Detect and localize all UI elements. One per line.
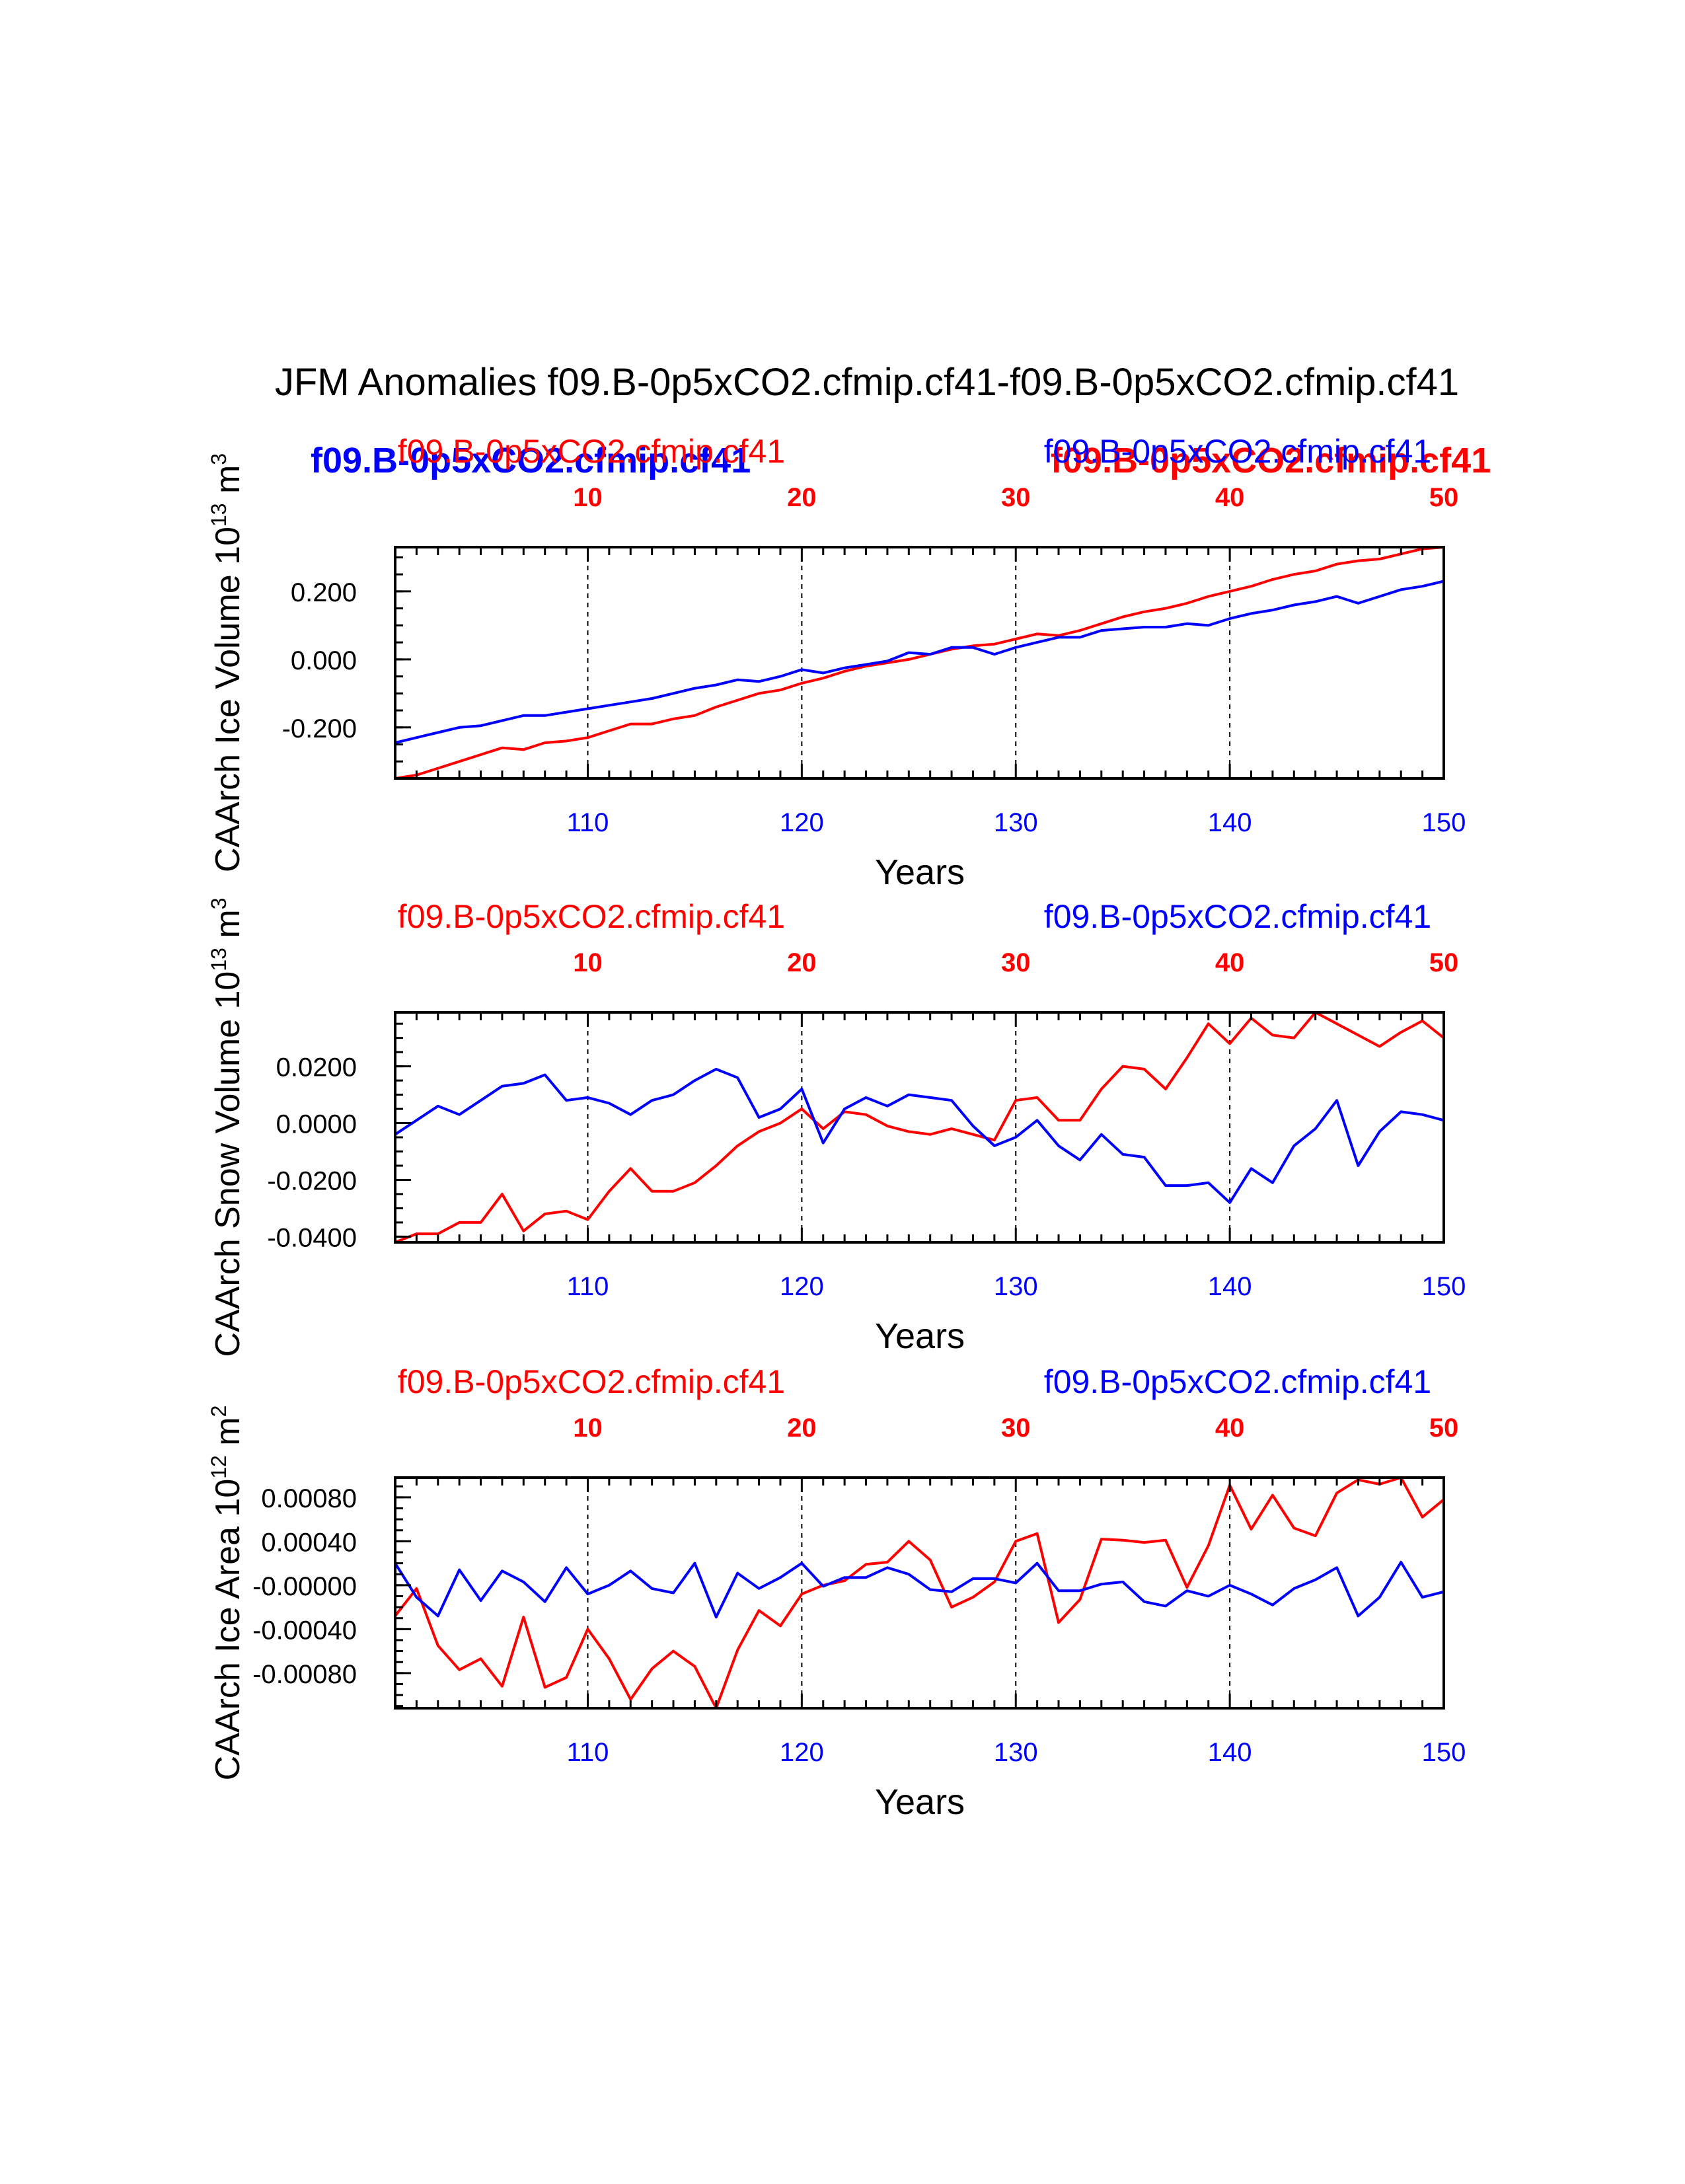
y-axis-title-part: 13	[207, 503, 231, 527]
plot-frame	[394, 1476, 1445, 1710]
top-tick-label: 40	[1215, 948, 1245, 977]
y-axis-title-part: 3	[207, 453, 231, 465]
bottom-tick-label: 150	[1422, 1738, 1466, 1767]
y-axis-title: CAArch Ice Area 1012 m2	[207, 1406, 247, 1781]
y-tick-label: -0.200	[282, 714, 357, 743]
y-axis-title-part: CAArch Snow Volume 10	[209, 971, 247, 1357]
y-tick-label: -0.00040	[252, 1616, 357, 1645]
y-tick-label: 0.00040	[261, 1528, 357, 1557]
y-axis-title-part: 12	[207, 1455, 231, 1479]
top-tick-label: 20	[787, 1413, 817, 1443]
top-left-run-label: f09.B-0p5xCO2.cfmip.cf41	[398, 433, 785, 470]
top-tick-label: 30	[1001, 1413, 1031, 1443]
x-axis-title: Years	[875, 1782, 965, 1822]
y-axis-title-part: 3	[207, 897, 231, 909]
top-tick-label: 10	[573, 1413, 603, 1443]
top-left-run-label: f09.B-0p5xCO2.cfmip.cf41	[398, 1363, 785, 1400]
top-tick-label: 50	[1429, 948, 1459, 977]
y-tick-label: 0.000	[291, 646, 357, 675]
y-axis-title-part: 13	[207, 948, 231, 971]
bottom-tick-label: 140	[1208, 1738, 1252, 1767]
y-axis-title: CAArch Ice Volume 1013 m3	[207, 453, 247, 872]
bottom-tick-label: 130	[994, 1272, 1038, 1301]
top-tick-label: 20	[787, 948, 817, 977]
series-line-blue	[394, 1561, 1444, 1619]
top-right-run-label: f09.B-0p5xCO2.cfmip.cf41	[1044, 433, 1431, 470]
bottom-tick-label: 110	[567, 1738, 609, 1767]
bottom-tick-label: 150	[1422, 808, 1466, 837]
bottom-tick-label: 130	[994, 808, 1038, 837]
bottom-tick-label: 140	[1208, 808, 1252, 837]
bottom-tick-label: 150	[1422, 1272, 1466, 1301]
top-tick-label: 30	[1001, 483, 1031, 512]
series-line-blue	[394, 580, 1444, 744]
top-left-run-label: f09.B-0p5xCO2.cfmip.cf41	[398, 898, 785, 935]
top-tick-label: 40	[1215, 1413, 1245, 1443]
top-tick-label: 10	[573, 948, 603, 977]
top-tick-label: 40	[1215, 483, 1245, 512]
series-line-blue	[394, 1067, 1444, 1204]
y-tick-label: 0.00080	[261, 1484, 357, 1513]
bottom-tick-label: 120	[780, 1738, 824, 1767]
y-tick-label: -0.0400	[267, 1223, 357, 1252]
top-tick-label: 10	[573, 483, 603, 512]
series-line-red	[394, 1476, 1445, 1710]
top-tick-label: 50	[1429, 1413, 1459, 1443]
bottom-tick-label: 110	[567, 1272, 609, 1301]
y-tick-label: -0.00000	[252, 1572, 357, 1601]
y-tick-label: 0.0200	[276, 1053, 357, 1082]
y-tick-label: 0.200	[291, 578, 357, 607]
panel-3: 110 120 130 140 150 10 20 30 40 50 -0.00080 -0.0004…	[207, 1363, 1466, 1822]
y-axis-title-part: m	[209, 1417, 247, 1455]
series-line-red	[394, 546, 1444, 780]
top-tick-label: 30	[1001, 948, 1031, 977]
plot-frame	[394, 1011, 1445, 1244]
plot-frame	[394, 546, 1445, 780]
bottom-tick-label: 120	[780, 1272, 824, 1301]
panel-1: 110 120 130 140 150 10 20 30 40 50 -0.200 0.000 0.20…	[207, 433, 1466, 892]
legend-bold-red: f09.B-0p5xCO2.cfmip.cf41	[1051, 441, 1491, 480]
figure-title: JFM Anomalies f09.B-0p5xCO2.cfmip.cf41-f…	[275, 361, 1459, 404]
y-axis-title-part: m	[209, 465, 247, 504]
y-axis-title: CAArch Snow Volume 1013 m3	[207, 897, 247, 1357]
y-tick-label: -0.0200	[267, 1166, 357, 1195]
series-line-red	[394, 1011, 1445, 1244]
y-tick-label: -0.00080	[252, 1660, 357, 1689]
x-axis-title: Years	[875, 852, 965, 892]
y-axis-title-part: CAArch Ice Volume 10	[209, 527, 247, 872]
bottom-tick-label: 120	[780, 808, 824, 837]
y-axis-title-part: m	[209, 909, 247, 948]
top-tick-label: 50	[1429, 483, 1459, 512]
bottom-tick-label: 110	[567, 808, 609, 837]
y-axis-title-part: 2	[207, 1406, 231, 1417]
panel-2: 110 120 130 140 150 10 20 30 40 50 -0.0400 -0.0200 0…	[207, 897, 1466, 1357]
x-axis-title: Years	[875, 1316, 965, 1356]
top-right-run-label: f09.B-0p5xCO2.cfmip.cf41	[1044, 1363, 1431, 1400]
y-tick-label: 0.0000	[276, 1110, 357, 1139]
bottom-tick-label: 130	[994, 1738, 1038, 1767]
top-tick-label: 20	[787, 483, 817, 512]
legend-bold-blue: f09.B-0p5xCO2.cfmip.cf41	[311, 441, 751, 480]
bottom-tick-label: 140	[1208, 1272, 1252, 1301]
top-right-run-label: f09.B-0p5xCO2.cfmip.cf41	[1044, 898, 1431, 935]
y-axis-title-part: CAArch Ice Area 10	[209, 1479, 247, 1781]
